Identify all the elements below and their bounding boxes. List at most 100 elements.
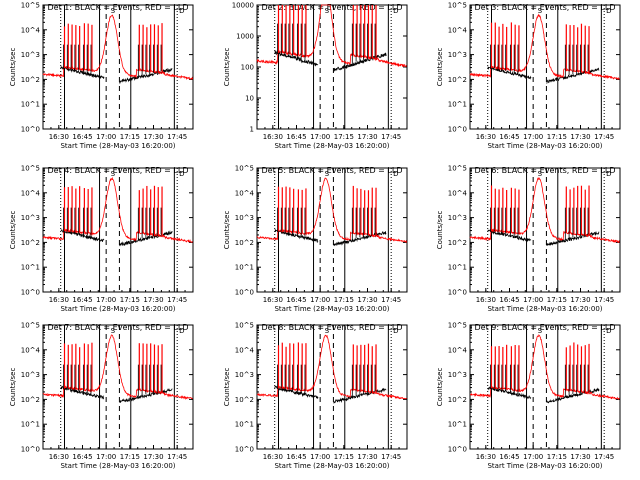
y-tick-label: 10^3 bbox=[235, 214, 254, 222]
x-tick-label: 17:15 bbox=[547, 296, 567, 304]
y-tick-label: 10^3 bbox=[235, 371, 254, 379]
x-tick-label: 16:30 bbox=[476, 296, 496, 304]
plot-frame bbox=[256, 4, 408, 130]
y-tick-label: 10^4 bbox=[21, 346, 41, 354]
x-axis-label: Start Time (28-May-03 16:20:00) bbox=[60, 305, 175, 313]
y-axis-label: Counts/sec bbox=[9, 211, 17, 250]
series-lld-line bbox=[469, 13, 620, 81]
plot-frame bbox=[42, 4, 194, 130]
y-tick-label: 10^0 bbox=[448, 126, 467, 134]
y-tick-label: 10^1 bbox=[21, 101, 40, 109]
saa-marker: S bbox=[538, 327, 543, 335]
plot-frame bbox=[42, 167, 194, 293]
x-tick-label: 17:30 bbox=[570, 453, 590, 461]
x-tick-label: 17:45 bbox=[594, 133, 614, 141]
y-tick-label: 10^2 bbox=[21, 396, 40, 404]
chart-panel-2: Det 2: BLACK = Events, RED = LLD Counts/s… bbox=[223, 2, 408, 150]
series-lld-line bbox=[469, 334, 620, 401]
x-tick-label: 17:00 bbox=[310, 133, 330, 141]
x-axis-label: Start Time (28-May-03 16:20:00) bbox=[487, 462, 602, 470]
x-tick-label: 17:45 bbox=[167, 296, 187, 304]
y-tick-label: 10^3 bbox=[21, 371, 40, 379]
x-axis-label: Start Time (28-May-03 16:20:00) bbox=[60, 462, 175, 470]
plot-frame bbox=[469, 167, 621, 293]
y-tick-label: 10^4 bbox=[448, 26, 468, 34]
x-tick-label: 17:15 bbox=[547, 453, 567, 461]
x-axis-label: Start Time (28-May-03 16:20:00) bbox=[487, 305, 602, 313]
x-tick-label: 17:30 bbox=[570, 133, 590, 141]
y-axis-label: Counts/sec bbox=[9, 368, 17, 407]
series-events-line bbox=[60, 228, 173, 247]
y-tick-label: 10^1 bbox=[448, 101, 467, 109]
x-tick-label: 17:00 bbox=[523, 133, 543, 141]
y-tick-label: 10^4 bbox=[21, 26, 41, 34]
door-marker: D bbox=[179, 327, 184, 335]
y-tick-label: 10^4 bbox=[235, 189, 255, 197]
x-tick-label: 17:00 bbox=[96, 133, 116, 141]
y-tick-label: 10^4 bbox=[21, 189, 41, 197]
x-tick-label: 17:45 bbox=[594, 296, 614, 304]
door-marker: D bbox=[393, 327, 398, 335]
y-tick-label: 10 bbox=[245, 95, 254, 103]
x-tick-label: 16:45 bbox=[499, 133, 519, 141]
chart-panel-1: Det 1: BLACK = Events, RED = LLD Counts/s… bbox=[9, 2, 194, 150]
plot-frame bbox=[256, 324, 408, 450]
y-tick-label: 10^1 bbox=[448, 264, 467, 272]
x-tick-label: 17:00 bbox=[523, 296, 543, 304]
y-tick-label: 10^5 bbox=[21, 322, 40, 330]
y-axis-label: Counts/sec bbox=[436, 368, 444, 407]
y-tick-label: 10^3 bbox=[448, 51, 467, 59]
chart-title: Det 9: BLACK = Events, RED = LLD bbox=[475, 323, 616, 332]
door-marker: D bbox=[179, 170, 184, 178]
y-tick-label: 10^2 bbox=[448, 76, 467, 84]
series-events-line bbox=[274, 49, 387, 72]
y-tick-label: 10^5 bbox=[448, 322, 467, 330]
y-tick-label: 10^3 bbox=[21, 51, 40, 59]
y-tick-label: 10^3 bbox=[448, 371, 467, 379]
y-tick-label: 10^5 bbox=[448, 165, 467, 173]
x-tick-label: 16:45 bbox=[72, 133, 92, 141]
series-events-line bbox=[487, 386, 600, 404]
chart-title: Det 8: BLACK = Events, RED = LLD bbox=[262, 323, 403, 332]
y-tick-label: 10^0 bbox=[448, 289, 467, 297]
y-tick-label: 10^2 bbox=[448, 396, 467, 404]
x-tick-label: 16:45 bbox=[499, 453, 519, 461]
x-tick-label: 17:00 bbox=[96, 453, 116, 461]
y-tick-label: 10000 bbox=[232, 2, 254, 10]
saa-marker: S bbox=[111, 7, 116, 15]
saa-marker: S bbox=[538, 7, 543, 15]
series-lld-line bbox=[256, 177, 407, 243]
y-tick-label: 1 bbox=[250, 126, 254, 134]
door-marker: D bbox=[606, 170, 611, 178]
chart-title: Det 6: BLACK = Events, RED = LLD bbox=[475, 166, 616, 175]
y-tick-label: 100 bbox=[241, 64, 254, 72]
y-axis-label: Counts/sec bbox=[436, 211, 444, 250]
x-tick-label: 16:45 bbox=[72, 453, 92, 461]
chart-title: Det 3: BLACK = Events, RED = LLD bbox=[475, 3, 616, 12]
saa-marker: S bbox=[111, 327, 116, 335]
y-axis-label: Counts/sec bbox=[9, 48, 17, 87]
x-tick-label: 17:30 bbox=[143, 296, 163, 304]
chart-panel-7: Det 7: BLACK = Events, RED = LLD Counts/s… bbox=[9, 322, 194, 470]
x-axis-label: Start Time (28-May-03 16:20:00) bbox=[274, 142, 389, 150]
x-tick-label: 17:45 bbox=[167, 133, 187, 141]
x-tick-label: 16:30 bbox=[263, 296, 283, 304]
x-tick-label: 17:00 bbox=[310, 296, 330, 304]
chart-panel-9: Det 9: BLACK = Events, RED = LLD Counts/s… bbox=[436, 322, 621, 470]
series-events-line bbox=[487, 66, 600, 84]
y-tick-label: 10^1 bbox=[21, 421, 40, 429]
x-tick-label: 16:45 bbox=[499, 296, 519, 304]
y-tick-label: 10^1 bbox=[448, 421, 467, 429]
door-marker: D bbox=[179, 7, 184, 15]
door-marker: D bbox=[606, 327, 611, 335]
x-tick-label: 16:45 bbox=[286, 296, 306, 304]
y-tick-label: 10^5 bbox=[235, 322, 254, 330]
plot-frame bbox=[42, 324, 194, 450]
x-tick-label: 17:30 bbox=[357, 296, 377, 304]
x-tick-label: 17:15 bbox=[334, 453, 354, 461]
y-axis-label: Counts/sec bbox=[223, 211, 231, 250]
x-tick-label: 17:00 bbox=[96, 296, 116, 304]
chart-title: Det 5: BLACK = Events, RED = LLD bbox=[262, 166, 403, 175]
y-axis-label: Counts/sec bbox=[436, 48, 444, 87]
x-tick-label: 17:45 bbox=[381, 133, 401, 141]
